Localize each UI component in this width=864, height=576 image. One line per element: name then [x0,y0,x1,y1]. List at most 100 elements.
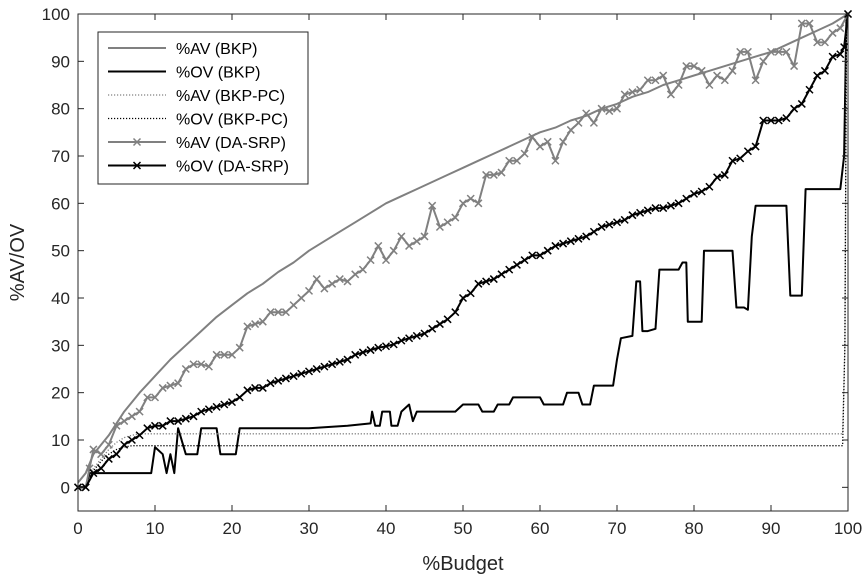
data-point-marker [543,246,552,255]
data-point-marker [335,275,344,284]
data-point-marker [135,407,144,416]
data-point-marker [104,454,113,463]
x-tick-label: 60 [531,519,550,538]
data-point-marker [297,293,306,303]
data-point-marker [389,340,398,349]
data-point-marker [366,346,375,355]
legend-item: %OV (BKP-PC) [108,112,288,129]
x-tick-label: 90 [762,519,781,538]
data-point-marker [189,360,198,369]
data-point-marker [104,440,113,449]
data-point-marker [320,362,329,371]
data-point-marker [759,116,768,125]
data-point-marker [589,227,598,236]
data-point-marker [751,142,760,151]
data-point-marker [428,324,437,333]
data-point-marker [828,52,837,61]
data-point-marker [659,204,668,213]
data-point-marker [312,275,321,284]
data-point-marker [782,114,791,123]
legend-label: %AV (BKP-PC) [176,88,285,105]
data-point-marker [428,201,437,210]
data-point-marker [605,220,614,229]
data-point-marker [705,80,714,90]
data-point-marker [828,28,837,37]
legend-label: %OV (BKP) [176,65,260,82]
data-point-marker [150,421,160,430]
legend-swatch-marker [132,161,142,170]
data-point-marker [274,308,283,317]
data-point-marker [597,104,606,113]
data-point-marker [343,355,352,364]
series-layer [73,9,853,492]
data-point-marker [289,301,298,310]
legend-item: %OV (DA-SRP) [108,159,289,176]
x-tick-label: 40 [377,519,396,538]
data-point-marker [697,187,706,196]
series-0 [77,13,849,484]
y-tick-label: 40 [51,289,70,308]
data-point-marker [689,62,699,71]
data-point-marker [790,62,799,71]
data-point-marker [397,232,406,241]
legend-item: %AV (BKP-PC) [108,88,285,105]
data-point-marker [612,218,622,227]
series-5 [73,9,853,492]
data-point-marker [466,289,475,298]
y-tick-label: 60 [51,194,70,213]
data-point-marker [597,222,606,232]
data-point-marker [774,47,783,56]
data-point-marker [412,331,421,340]
data-point-marker [204,362,213,371]
data-point-marker [489,170,498,179]
data-point-marker [589,118,598,127]
data-point-marker [374,241,383,250]
data-point-marker [620,90,629,99]
x-tick-label: 80 [685,519,704,538]
data-point-marker [836,24,845,33]
data-point-marker [174,379,183,388]
data-point-marker [405,334,414,343]
data-point-marker [174,417,183,426]
data-point-marker [782,47,791,56]
data-point-marker [89,445,98,454]
x-axis-title: %Budget [422,553,504,575]
data-point-marker [235,343,244,352]
data-point-marker [728,156,737,165]
data-point-marker [774,116,783,125]
data-point-marker [574,234,583,243]
data-point-marker [158,421,167,430]
data-point-marker [150,393,160,402]
data-point-marker [797,19,806,28]
data-point-marker [451,308,460,317]
legend-label: %AV (DA-SRP) [176,135,286,152]
legend-label: %AV (BKP) [176,41,258,58]
data-point-marker [458,293,468,303]
data-point-marker [559,239,568,248]
data-point-marker [528,133,537,142]
series-1 [78,13,848,489]
data-point-marker [412,237,421,246]
data-point-marker [751,76,760,85]
data-point-marker [766,116,776,125]
data-point-marker [258,317,267,326]
data-point-marker [389,246,398,255]
data-point-marker [89,469,98,478]
data-point-marker [805,19,814,28]
data-point-marker [97,450,106,459]
data-point-marker [720,170,729,179]
data-point-marker [251,383,260,392]
data-point-marker [220,350,229,359]
data-point-marker [197,360,206,369]
data-point-marker [451,213,460,222]
data-point-marker [381,256,391,265]
data-point-marker [666,201,675,210]
data-point-marker [335,357,344,366]
data-point-marker [166,381,175,390]
data-point-marker [474,279,483,288]
data-point-marker [728,66,737,75]
data-point-marker [420,329,429,338]
data-point-marker [266,308,275,317]
data-point-marker [351,270,360,279]
data-point-marker [643,76,652,85]
